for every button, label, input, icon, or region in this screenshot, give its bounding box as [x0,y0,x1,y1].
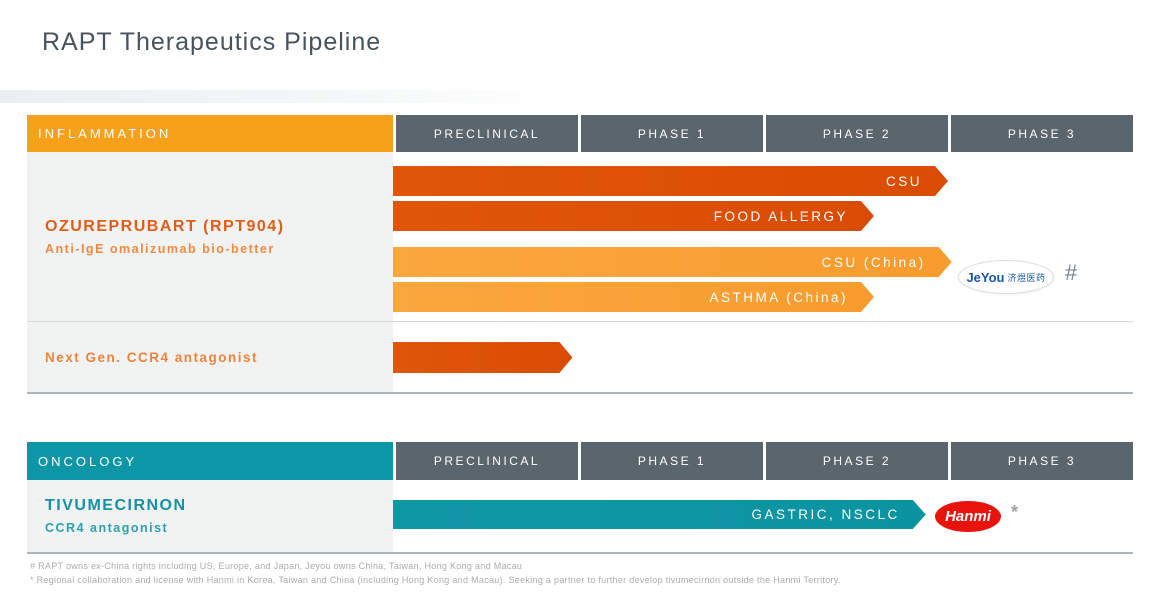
category-header-inflammation: INFLAMMATION [27,115,393,152]
footnote-hanmi: * Regional collaboration and license wit… [30,575,841,585]
jeyou-footnote-marker: # [1065,260,1078,285]
phase-header-phase1: PHASE 1 [578,115,763,152]
program-row-tivumecirnon: TIVUMECIRNON CCR4 antagonist Hanmi * GAS… [27,480,1133,554]
jeyou-logo-chinese-text: 济煜医药 [1007,272,1046,283]
program-title: TIVUMECIRNON [45,497,187,514]
bar-label: FOOD ALLERGY [713,208,848,224]
footnotes: # RAPT owns ex-China rights including US… [30,559,1130,587]
pipeline-bar [393,342,572,373]
hanmi-footnote-marker: * [1011,502,1019,522]
bar-label: GASTRIC, NSCLC [751,507,900,522]
jeyou-logo-text: JeYou [966,269,1005,285]
section-gap [27,394,1133,442]
phase-header-preclinical: PRECLINICAL [393,442,578,480]
footnote-jeyou: # RAPT owns ex-China rights including US… [30,561,523,571]
decorative-gradient-band [0,90,560,103]
phase-header-phase2: PHASE 2 [763,442,948,480]
phase-header-phase3: PHASE 3 [948,115,1133,152]
program-label-cell: TIVUMECIRNON CCR4 antagonist [27,480,393,552]
program-label-cell: Next Gen. CCR4 antagonist [27,322,393,392]
hanmi-logo-text: Hanmi [945,508,991,525]
jeyou-partner-logo: JeYou 济煜医药 [958,260,1054,294]
pipeline-bar: GASTRIC, NSCLC [393,500,926,529]
program-subtitle: CCR4 antagonist [45,521,169,535]
bar-label: ASTHMA (China) [709,289,848,305]
program-title: Next Gen. CCR4 antagonist [45,349,259,365]
bar-label: CSU (China) [821,254,926,270]
program-label-cell: OZUREPRUBART (RPT904) Anti-IgE omalizuma… [27,152,393,321]
program-title: OZUREPRUBART (RPT904) [45,217,285,235]
oncology-header-row: ONCOLOGY PRECLINICAL PHASE 1 PHASE 2 PHA… [27,442,1133,480]
phase-header-phase2: PHASE 2 [763,115,948,152]
pipeline-bar: ASTHMA (China) [393,282,874,312]
phase-header-phase3: PHASE 3 [948,442,1133,480]
phase-header-preclinical: PRECLINICAL [393,115,578,152]
pipeline-bar: FOOD ALLERGY [393,201,874,231]
pipeline-table: INFLAMMATION PRECLINICAL PHASE 1 PHASE 2… [27,115,1133,554]
pipeline-bar: CSU [393,166,948,196]
program-row-nextgen-ccr4: Next Gen. CCR4 antagonist [27,322,1133,394]
program-row-ozureprubart: OZUREPRUBART (RPT904) Anti-IgE omalizuma… [27,152,1133,322]
hanmi-partner-logo: Hanmi [935,501,1001,532]
bar-track [393,322,1133,392]
bar-track: Hanmi * GASTRIC, NSCLC [393,480,1133,552]
category-header-oncology: ONCOLOGY [27,442,393,480]
program-subtitle: Anti-IgE omalizumab bio-better [45,241,275,256]
bar-label: CSU [885,173,922,189]
page-title: RAPT Therapeutics Pipeline [42,28,382,56]
inflammation-header-row: INFLAMMATION PRECLINICAL PHASE 1 PHASE 2… [27,115,1133,152]
pipeline-bar: CSU (China) [393,247,952,277]
bar-track: JeYou 济煜医药 # CSU FOOD ALLERGY CSU (China) A… [393,152,1133,321]
phase-header-phase1: PHASE 1 [578,442,763,480]
